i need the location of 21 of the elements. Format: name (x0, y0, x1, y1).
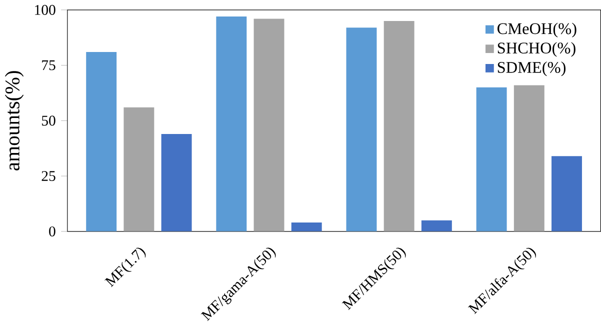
y-axis-title: amounts(%) (4, 70, 24, 170)
bar (86, 52, 117, 232)
bar (346, 27, 377, 232)
y-tick-label: 75 (42, 60, 56, 70)
legend-label: SDME(%) (498, 61, 566, 76)
y-tick-label: 100 (35, 4, 56, 15)
y-tick-label: 25 (42, 170, 56, 181)
legend-label: SHCHO(%) (498, 42, 576, 57)
bar (124, 107, 154, 232)
bar (514, 84, 544, 232)
y-tick-label: 50 (42, 115, 56, 126)
bar (552, 156, 582, 232)
bar (254, 18, 284, 232)
bar (161, 134, 192, 232)
y-tick-label: 0 (49, 226, 56, 236)
legend-label: CMeOH(%) (498, 22, 576, 38)
bar (384, 20, 414, 232)
bar (291, 222, 322, 232)
bar (421, 220, 452, 232)
bar (476, 87, 507, 232)
bar (216, 16, 247, 232)
